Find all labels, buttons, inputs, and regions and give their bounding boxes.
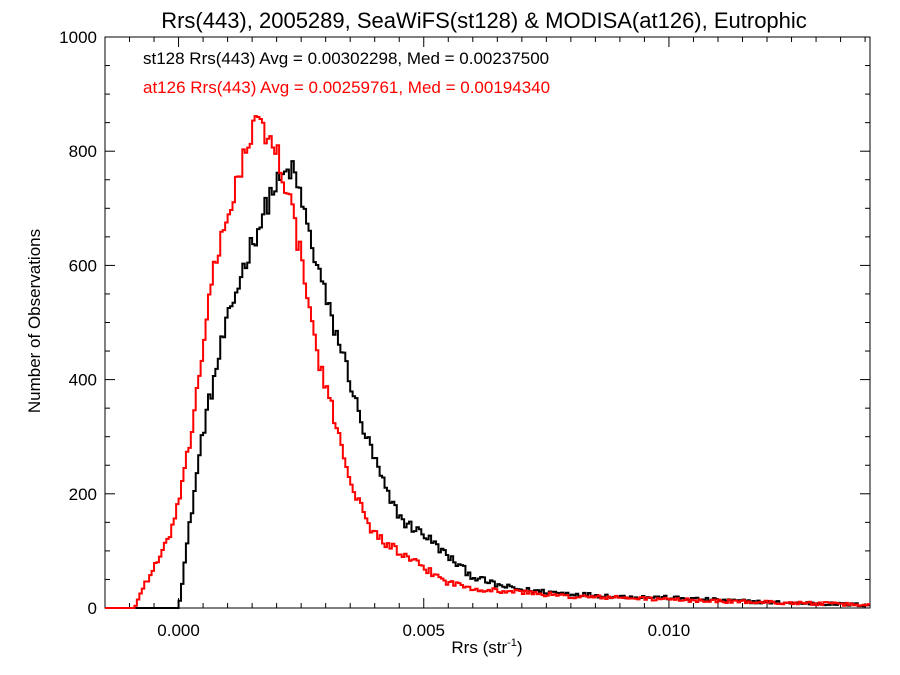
series-line-st128 — [105, 160, 870, 609]
x-tick-label: 0.005 — [402, 621, 445, 640]
x-tick-labels: 0.000 0.005 0.010 — [157, 621, 690, 640]
legend-entry-st128: st128 Rrs(443) Avg = 0.00302298, Med = 0… — [143, 49, 549, 68]
x-tick-label: 0.010 — [648, 621, 691, 640]
plot-area — [104, 36, 871, 609]
legend: st128 Rrs(443) Avg = 0.00302298, Med = 0… — [143, 49, 550, 97]
y-tick-label: 600 — [69, 256, 97, 275]
y-tick-label: 0 — [88, 599, 97, 618]
y-tick-label: 1000 — [59, 28, 97, 47]
chart-title: Rrs(443), 2005289, SeaWiFS(st128) & MODI… — [161, 8, 807, 33]
x-axis-label-superscript: -1 — [507, 637, 517, 649]
series-layer — [105, 115, 870, 609]
x-axis-label: Rrs (str-1) — [451, 637, 522, 657]
x-tick-label: 0.000 — [157, 621, 200, 640]
y-axis-label: Number of Observations — [25, 229, 44, 413]
x-axis-label-close: ) — [517, 638, 523, 657]
y-tick-labels: 0 200 400 600 800 1000 — [59, 28, 97, 618]
series-line-at126 — [105, 115, 870, 609]
y-tick-label: 400 — [69, 371, 97, 390]
x-axis-label-main: Rrs (str — [451, 638, 507, 657]
legend-entry-at126: at126 Rrs(443) Avg = 0.00259761, Med = 0… — [143, 78, 550, 97]
y-tick-label: 200 — [69, 485, 97, 504]
y-tick-label: 800 — [69, 142, 97, 161]
axis-ticks — [104, 36, 870, 609]
plot-frame — [104, 36, 871, 609]
